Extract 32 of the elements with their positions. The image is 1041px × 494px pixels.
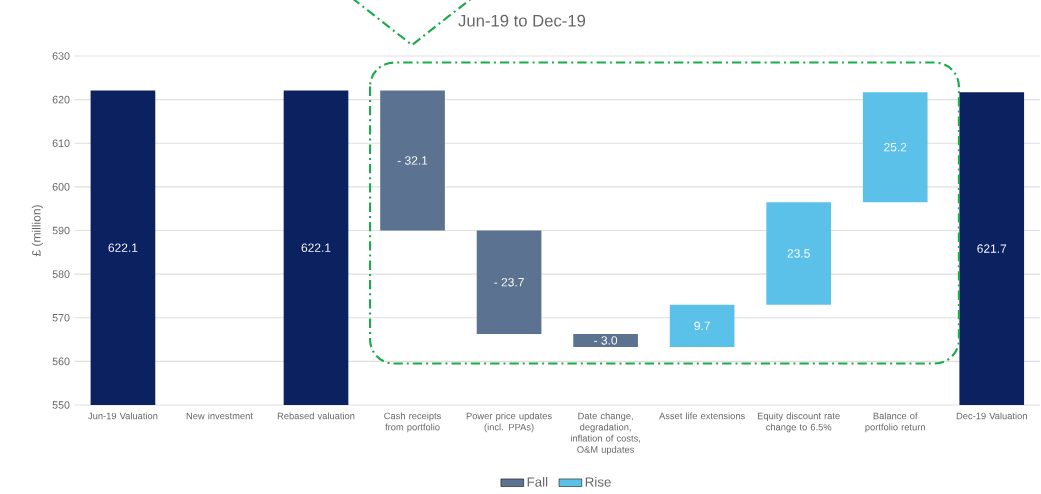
y-tick-label: 600 <box>52 183 70 191</box>
y-tick-label: 610 <box>52 139 70 148</box>
legend-label: Fall <box>527 476 548 487</box>
data-label: - 32.1 <box>397 156 428 165</box>
data-label: - 23.7 <box>494 277 524 287</box>
x-tick-label: New investment <box>186 412 253 420</box>
legend-label: Rise <box>585 476 611 487</box>
x-tick-label: Dec-19 Valuation <box>956 412 1027 420</box>
y-tick-label: 630 <box>52 52 70 60</box>
x-tick-label: Asset life extensions <box>659 412 745 420</box>
y-tick-label: 590 <box>52 226 70 235</box>
text: Jun-19 to Dec-19 <box>458 14 586 27</box>
x-tick-label: Power price updates (incl. PPAs) <box>466 412 552 433</box>
y-tick-label: 580 <box>52 270 70 278</box>
x-tick-label: Cash receipts from portfolio <box>384 412 441 433</box>
data-label: 622.1 <box>301 243 331 252</box>
data-label: 621.7 <box>977 244 1007 253</box>
x-tick-label: Balance of portfolio return <box>865 412 925 433</box>
y-tick-label: 550 <box>52 401 70 409</box>
y-axis-title: £ (million) <box>31 205 44 257</box>
y-tick-label: 570 <box>52 313 70 322</box>
x-tick-label: Rebased valuation <box>277 412 355 420</box>
x-tick-label: Date change, degradation, inflation of costs, O&M updates <box>570 412 641 455</box>
data-label: - 3.0 <box>594 336 618 345</box>
data-label: 25.2 <box>884 142 907 152</box>
y-tick-label: 620 <box>52 95 70 104</box>
x-tick-label: Equity discount rate change to 6.5% <box>757 412 840 433</box>
data-label: 622.1 <box>108 243 138 252</box>
y-tick-label: 560 <box>52 357 70 366</box>
data-label: 9.7 <box>694 321 710 331</box>
x-tick-label: Jun-19 Valuation <box>88 412 158 420</box>
data-label: 23.5 <box>787 249 810 258</box>
